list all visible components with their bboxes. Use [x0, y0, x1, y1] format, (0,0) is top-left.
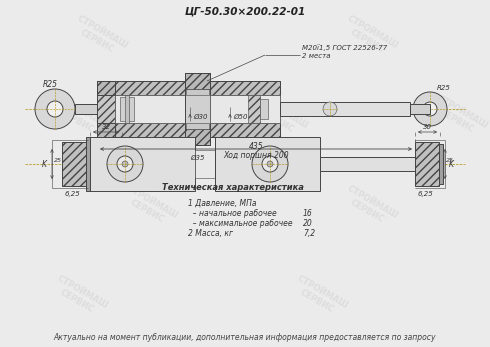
Bar [97, 81, 115, 95]
Text: 30: 30 [422, 124, 432, 130]
Bar [260, 99, 268, 119]
Text: Техническая характеристика: Техническая характеристика [162, 183, 304, 192]
Circle shape [122, 161, 128, 167]
Circle shape [35, 89, 75, 129]
Text: 2 места: 2 места [302, 53, 330, 59]
Text: Ход поршня 200: Ход поршня 200 [223, 151, 289, 160]
Text: СТРОЙМАШ
СЕРВИС: СТРОЙМАШ СЕРВИС [291, 274, 349, 320]
Text: СТРОЙМАШ
СЕРВИС: СТРОЙМАШ СЕРВИС [50, 274, 110, 320]
Text: СТРОЙМАШ
СЕРВИС: СТРОЙМАШ СЕРВИС [341, 184, 399, 230]
Text: – начальное рабочее: – начальное рабочее [188, 209, 277, 218]
Bar [439, 144, 443, 184]
Circle shape [267, 161, 273, 167]
Text: СТРОЙМАШ
СЕРВИС: СТРОЙМАШ СЕРВИС [71, 14, 129, 60]
Bar [115, 81, 190, 95]
Circle shape [252, 146, 288, 182]
Bar [210, 81, 280, 137]
Bar [62, 142, 86, 186]
Text: 1 Давление, МПа: 1 Давление, МПа [188, 199, 256, 208]
Bar [90, 137, 195, 191]
Text: 32: 32 [101, 124, 111, 130]
Bar [210, 123, 280, 137]
Bar [210, 81, 280, 95]
Bar [195, 150, 215, 178]
Bar [215, 137, 320, 191]
Text: ЦГ-50.30×200.22-01: ЦГ-50.30×200.22-01 [184, 7, 306, 17]
Bar [97, 123, 115, 137]
Text: 7,2: 7,2 [303, 229, 315, 238]
Text: 6,25: 6,25 [417, 191, 433, 197]
Text: 25: 25 [446, 158, 454, 162]
Text: 16: 16 [303, 209, 313, 218]
Circle shape [413, 92, 447, 126]
Text: СТРОЙМАШ
СЕРВИС: СТРОЙМАШ СЕРВИС [430, 94, 490, 140]
Bar [415, 142, 439, 186]
Bar [115, 123, 190, 137]
Circle shape [107, 146, 143, 182]
Text: K: K [42, 160, 47, 169]
Text: СТРОЙМАШ
СЕРВИС: СТРОЙМАШ СЕРВИС [250, 94, 310, 140]
Text: 2 Масса, кг: 2 Масса, кг [188, 229, 233, 238]
Bar [410, 104, 430, 114]
Text: СТРОЙМАШ
СЕРВИС: СТРОЙМАШ СЕРВИС [50, 94, 110, 140]
Bar [125, 95, 129, 123]
Text: Ø35: Ø35 [190, 155, 204, 161]
Text: 20: 20 [303, 219, 313, 228]
Circle shape [117, 156, 133, 172]
Bar [320, 157, 415, 171]
Bar [280, 102, 410, 116]
Text: Актуально на момент публикации, дополнительная информация предоставляется по зап: Актуально на момент публикации, дополнит… [54, 332, 436, 341]
Bar [97, 81, 115, 137]
Circle shape [323, 102, 337, 116]
Bar [248, 95, 260, 123]
Text: СТРОЙМАШ
СЕРВИС: СТРОЙМАШ СЕРВИС [121, 184, 180, 230]
Circle shape [47, 101, 63, 117]
Text: Ø30: Ø30 [193, 114, 207, 120]
Bar [86, 137, 90, 191]
Text: 435: 435 [249, 142, 263, 151]
Bar [186, 123, 209, 129]
Text: R25: R25 [43, 79, 58, 88]
Circle shape [423, 102, 437, 116]
Bar [185, 73, 210, 145]
Bar [186, 89, 209, 95]
Text: СТРОЙМАШ
СЕРВИС: СТРОЙМАШ СЕРВИС [341, 14, 399, 60]
Circle shape [262, 156, 278, 172]
Text: М20ї1,5 ГОСТ 22526-77: М20ї1,5 ГОСТ 22526-77 [302, 44, 387, 51]
Text: 6,25: 6,25 [64, 191, 80, 197]
Text: R25: R25 [437, 85, 451, 91]
Bar [115, 95, 190, 123]
Text: Ø50: Ø50 [233, 114, 247, 120]
Bar [120, 97, 134, 121]
Bar [75, 104, 97, 114]
Bar [185, 129, 210, 145]
Bar [210, 95, 280, 123]
Text: 25: 25 [54, 158, 62, 162]
Text: – максимальное рабочее: – максимальное рабочее [188, 219, 293, 228]
Text: K: K [448, 160, 454, 169]
Bar [185, 73, 210, 89]
